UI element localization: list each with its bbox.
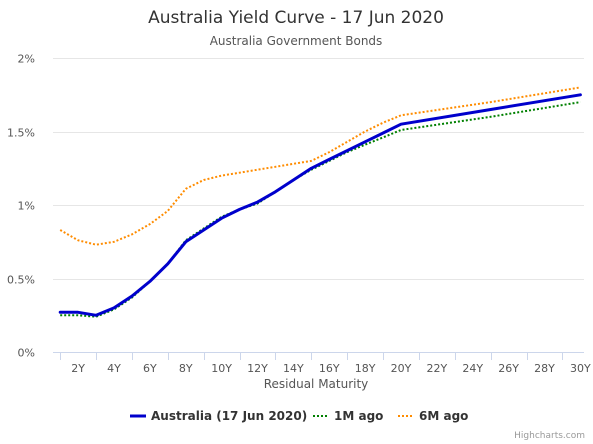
series-line-1[interactable] <box>60 101 581 318</box>
legend-item-2[interactable]: 6M ago <box>398 409 468 423</box>
grid-lines <box>53 58 584 353</box>
series-line-0[interactable] <box>58 93 582 317</box>
x-tick-label: 20Y <box>391 362 412 375</box>
legend-label: 1M ago <box>334 409 383 423</box>
y-tick-label: 0% <box>18 347 35 360</box>
legend-label: Australia (17 Jun 2020) <box>151 409 307 423</box>
x-tick-label: 26Y <box>498 362 519 375</box>
x-tick-label: 24Y <box>462 362 483 375</box>
chart-title: Australia Yield Curve - 17 Jun 2020 <box>148 8 444 28</box>
x-tick-label: 14Y <box>283 362 304 375</box>
x-axis: 2Y 4Y 6Y 8Y 10Y 12Y 14Y 16Y 18Y 20Y 22Y 24Y 26Y 28Y 30… <box>60 352 591 375</box>
legend-item-0[interactable]: Australia (17 Jun 2020) <box>130 409 307 423</box>
x-tick-label: 10Y <box>211 362 232 375</box>
credits-link[interactable]: Highcharts.com <box>514 431 585 441</box>
y-tick-label: 2% <box>18 53 35 66</box>
x-tick-label: 6Y <box>143 362 157 375</box>
x-tick-label: 16Y <box>319 362 340 375</box>
y-axis-ticks: 0% 0.5% 1% 1.5% 2% <box>7 53 35 360</box>
legend-label: 6M ago <box>419 409 468 423</box>
series-layer <box>58 86 582 318</box>
x-tick-label: 30Y <box>570 362 591 375</box>
x-tick-label: 12Y <box>247 362 268 375</box>
legend-item-1[interactable]: 1M ago <box>313 409 383 423</box>
x-tick-label: 4Y <box>107 362 121 375</box>
x-axis-title: Residual Maturity <box>264 377 369 391</box>
x-tick-label: 18Y <box>355 362 376 375</box>
x-tick-label: 22Y <box>427 362 448 375</box>
x-tick-label: 28Y <box>534 362 555 375</box>
x-tick-label: 8Y <box>179 362 193 375</box>
chart-subtitle: Australia Government Bonds <box>210 34 383 48</box>
series-line-2[interactable] <box>59 86 581 246</box>
legend: Australia (17 Jun 2020) 1M ago 6M ago <box>130 409 468 423</box>
y-tick-label: 0.5% <box>7 274 35 287</box>
y-tick-label: 1.5% <box>7 127 35 140</box>
y-tick-label: 1% <box>18 200 35 213</box>
x-tick-label: 2Y <box>71 362 85 375</box>
